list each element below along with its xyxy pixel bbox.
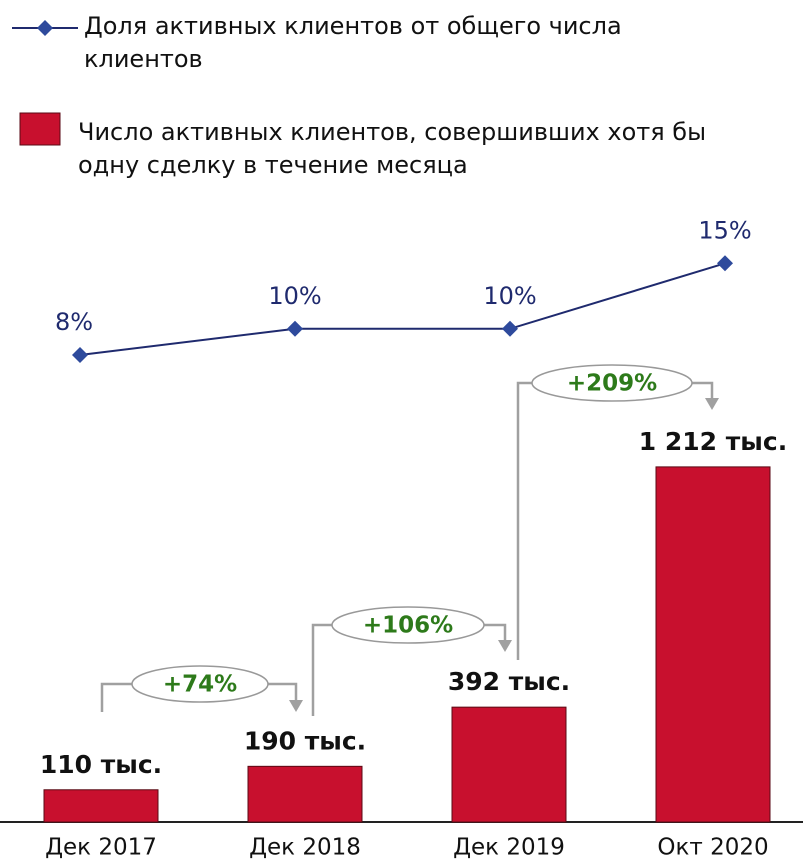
bar bbox=[247, 765, 363, 823]
legend-label: Число активных клиентов, совершивших хот… bbox=[78, 118, 707, 179]
x-tick-label: Дек 2019 bbox=[453, 835, 565, 861]
annotation-bubble bbox=[131, 665, 269, 703]
bar-label: 1 212 тыс. bbox=[639, 427, 787, 456]
annotation-bubble bbox=[531, 364, 693, 402]
connector-arrow bbox=[498, 640, 512, 652]
bar-label: 392 тыс. bbox=[448, 667, 570, 696]
annotation: +74% bbox=[163, 672, 237, 698]
line-marker bbox=[717, 255, 733, 272]
bar-label: 190 тыс. bbox=[244, 726, 366, 755]
line-label: 15% bbox=[698, 216, 751, 244]
line-label: 8% bbox=[55, 308, 93, 336]
connector-arrow bbox=[289, 700, 303, 712]
annotation-bubble bbox=[331, 606, 485, 644]
legend-swatch bbox=[19, 112, 61, 146]
annotation: +209% bbox=[567, 371, 657, 397]
line-marker bbox=[287, 320, 303, 337]
bar bbox=[655, 466, 771, 823]
bar bbox=[451, 706, 567, 823]
legend-label: Доля активных клиентов от общего числа к… bbox=[84, 12, 622, 73]
line-marker bbox=[502, 320, 518, 337]
x-tick-label: Дек 2017 bbox=[45, 835, 157, 861]
annotation: +106% bbox=[363, 613, 453, 639]
bar-label: 110 тыс. bbox=[40, 750, 162, 779]
line-marker bbox=[72, 347, 88, 363]
x-tick-label: Дек 2018 bbox=[249, 835, 361, 861]
line bbox=[79, 262, 726, 356]
connector-arrow bbox=[705, 398, 719, 410]
line-label: 10% bbox=[268, 282, 321, 310]
line-label: 10% bbox=[483, 282, 536, 310]
x-tick-label: Окт 2020 bbox=[657, 835, 768, 861]
bar bbox=[43, 789, 159, 823]
legend-marker bbox=[37, 20, 53, 36]
